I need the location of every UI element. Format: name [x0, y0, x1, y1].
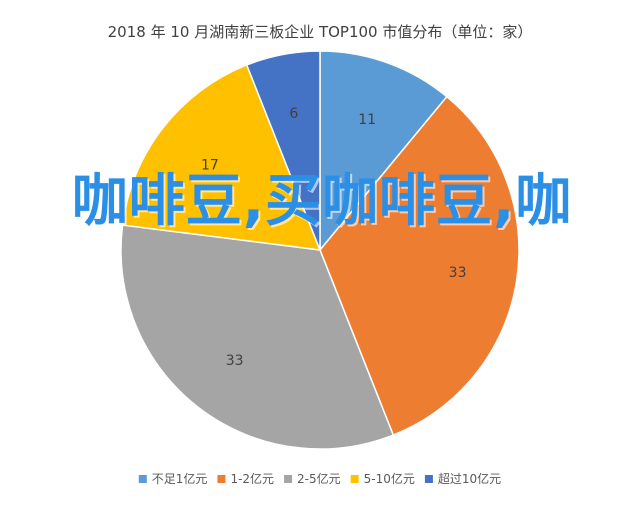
- pie-slice-4: [121, 64, 322, 251]
- legend-item-2: 1-2亿元: [217, 471, 274, 486]
- data-labels: 11 33 33 17 6: [201, 106, 466, 369]
- legend-item-4: 5-10亿元: [350, 471, 415, 486]
- chart-title: 2018 年 10 月湖南新三板企业 TOP100 市值分布（单位：家）: [108, 23, 533, 41]
- legend-label-3: 2-5亿元: [297, 471, 341, 486]
- data-label-4: 17: [201, 158, 219, 174]
- data-label-2: 33: [449, 265, 467, 281]
- data-label-1: 11: [358, 112, 376, 128]
- legend-item-5: 超过10亿元: [424, 471, 501, 486]
- legend-swatch-5: [424, 475, 433, 483]
- legend-swatch-3: [284, 475, 293, 483]
- legend-swatch-2: [217, 475, 226, 483]
- legend-item-1: 不足1亿元: [138, 471, 208, 486]
- data-label-5: 6: [289, 106, 298, 122]
- legend-swatch-1: [138, 475, 147, 483]
- pie-slice-5: [245, 50, 321, 251]
- legend-item-3: 2-5亿元: [284, 471, 341, 486]
- pie-slices: [120, 50, 520, 450]
- legend-label-1: 不足1亿元: [152, 471, 208, 486]
- pie-slice-2: [319, 95, 520, 437]
- data-label-3: 33: [226, 353, 244, 369]
- legend-label-2: 1-2亿元: [230, 471, 274, 486]
- pie-slice-1: [319, 50, 448, 253]
- legend-label-5: 超过10亿元: [438, 471, 501, 486]
- legend-label-4: 5-10亿元: [364, 471, 415, 486]
- legend-swatch-4: [350, 475, 359, 483]
- legend: 不足1亿元 1-2亿元 2-5亿元 5-10亿元 超过10亿元: [138, 471, 501, 486]
- pie-slice-3: [120, 224, 395, 450]
